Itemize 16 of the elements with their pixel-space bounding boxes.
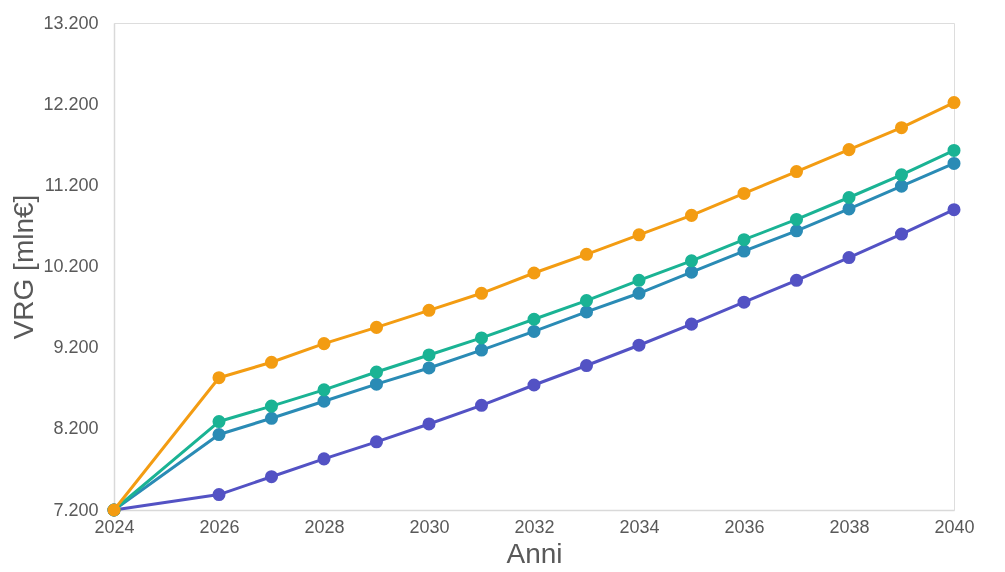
y-tick-label: 13.200 (43, 12, 99, 33)
x-axis-title: Anni (506, 537, 563, 569)
x-tick-label: 2026 (199, 516, 240, 537)
x-tick-label: 2030 (409, 516, 450, 537)
x-tick-label: 2028 (304, 516, 345, 537)
y-tick-label: 12.200 (43, 93, 99, 114)
x-tick-label: 2034 (619, 516, 660, 537)
y-tick-label: 9.200 (53, 337, 99, 358)
x-tick-label: 2032 (514, 516, 555, 537)
x-tick-label: 2040 (934, 516, 975, 537)
y-tick-label: 10.200 (43, 256, 99, 276)
x-tick-label: 2036 (724, 516, 765, 537)
y-tick-label: 8.200 (53, 418, 99, 439)
x-tick-label: 2038 (829, 516, 870, 537)
y-axis-title: VRG [mln€] (8, 194, 40, 340)
y-tick-label: 11.200 (44, 174, 99, 195)
